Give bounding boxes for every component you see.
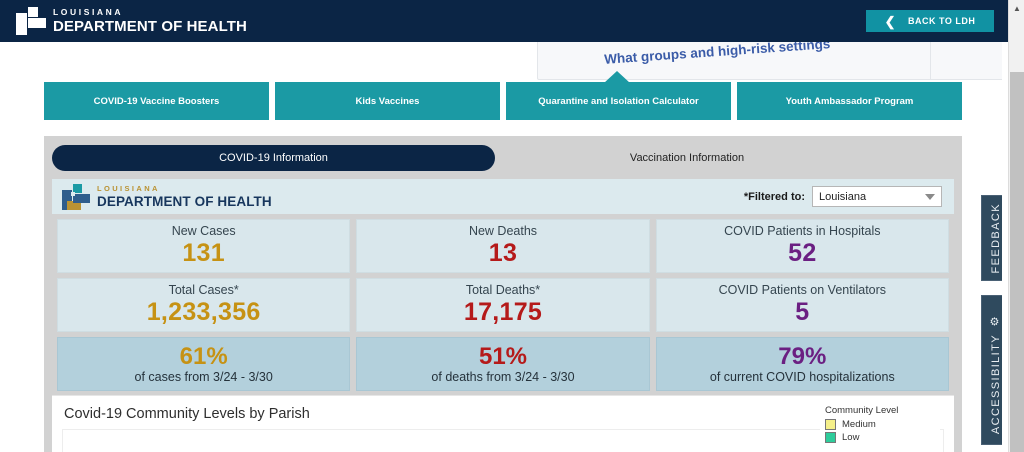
legend-label-low: Low [842,432,860,443]
map-canvas[interactable] [62,429,944,452]
ldh-cross-icon [16,7,46,35]
scroll-up-arrow-icon[interactable]: ▲ [1013,4,1021,13]
nav-button-quarantine-calculator[interactable]: Quarantine and Isolation Calculator [506,82,731,120]
site-header: LOUISIANA DEPARTMENT OF HEALTH ❮ BACK TO… [0,0,1008,42]
page-scrollbar[interactable]: ▲ [1008,0,1024,452]
section-nav: COVID-19 Vaccine Boosters Kids Vaccines … [44,82,962,120]
legend-swatch-low [825,432,836,443]
chevron-down-icon [925,193,935,200]
stat-card-new-deaths-value: 13 [488,238,518,267]
nav-button-youth-ambassador-label: Youth Ambassador Program [785,95,914,107]
map-title: Covid-19 Community Levels by Parish [64,406,310,422]
map-legend-item-medium[interactable]: Medium [825,419,935,430]
stat-card-percent-cases-sub: of cases from 3/24 - 3/30 [134,369,273,384]
filter-label: *Filtered to: [743,190,805,203]
stat-grid: New Cases 131 New Deaths 13 COVID Patien… [52,214,954,395]
stat-card-new-cases-value: 131 [182,238,225,267]
dashboard-tabs: COVID-19 Information Vaccination Informa… [52,144,954,172]
gear-icon: ⚙ [989,313,1001,328]
stat-card-new-deaths-label: New Deaths [468,223,538,238]
map-legend-item-low[interactable]: Low [825,432,935,443]
filter-control: *Filtered to: Louisiana [744,186,942,207]
site-logo: LOUISIANA DEPARTMENT OF HEALTH [16,7,247,35]
stat-card-percent-deaths-value: 51% [478,343,528,371]
dashboard-header-bar: LOUISIANA DEPARTMENT OF HEALTH *Filtered… [52,179,954,214]
community-levels-panel: Covid-19 Community Levels by Parish Comm… [52,395,954,452]
logo-line-1: LOUISIANA [53,7,124,18]
stat-card-total-cases-label: Total Cases* [168,282,239,297]
stat-card-percent-cases: 61% of cases from 3/24 - 3/30 [57,337,351,391]
stat-row-percent: 61% of cases from 3/24 - 3/30 51% of dea… [57,337,949,391]
tab-covid-19-information[interactable]: COVID-19 Information [52,145,495,171]
stat-card-patients-on-ventilators-value: 5 [795,297,810,326]
legend-label-medium: Medium [842,419,876,430]
promo-card-secondary [930,42,1008,80]
stat-card-total-deaths-label: Total Deaths* [465,282,541,297]
stat-card-new-cases-label: New Cases [171,223,236,238]
stat-card-total-cases: Total Cases* 1,233,356 [57,278,351,332]
stat-card-patients-on-ventilators-label: COVID Patients on Ventilators [718,282,887,297]
logo-line-2: DEPARTMENT OF HEALTH [53,17,247,35]
scrollbar-thumb[interactable] [1010,72,1024,452]
stat-card-percent-deaths-sub: of deaths from 3/24 - 3/30 [431,369,575,384]
dashboard-inner: LOUISIANA DEPARTMENT OF HEALTH *Filtered… [52,179,954,452]
stat-row-new: New Cases 131 New Deaths 13 COVID Patien… [57,219,949,273]
filter-select-value: Louisiana [819,190,867,203]
stat-card-percent-hospitalizations-value: 79% [778,343,827,371]
nav-button-kids-vaccines[interactable]: Kids Vaccines [275,82,500,120]
tab-vaccination-information[interactable]: Vaccination Information [537,145,837,171]
dashboard-logo-line-2: DEPARTMENT OF HEALTH [97,194,272,209]
ldh-cross-color-icon [62,183,90,210]
stat-card-total-deaths: Total Deaths* 17,175 [356,278,650,332]
tab-vaccination-information-label: Vaccination Information [629,152,745,164]
filter-select[interactable]: Louisiana [812,186,942,207]
stat-card-new-cases: New Cases 131 [57,219,351,273]
map-legend-title: Community Level [825,405,899,416]
nav-button-youth-ambassador[interactable]: Youth Ambassador Program [737,82,962,120]
stat-card-total-cases-value: 1,233,356 [146,297,261,326]
feedback-tab-label: FEEDBACK [989,202,1002,274]
stat-card-patients-on-ventilators: COVID Patients on Ventilators 5 [655,278,949,332]
map-legend: Community Level Medium Low [820,402,940,448]
stat-row-total: Total Cases* 1,233,356 Total Deaths* 17,… [57,278,949,332]
accessibility-tab-label: ACCESSIBILITY [989,333,1002,434]
legend-swatch-medium [825,419,836,430]
promo-banner-strip [0,42,1008,82]
stat-card-percent-hospitalizations: 79% of current COVID hospitalizations [655,337,949,391]
tab-covid-19-information-label: COVID-19 Information [219,152,328,164]
back-to-ldh-button[interactable]: ❮ BACK TO LDH [866,10,994,32]
page-right-edge [1002,0,1008,452]
chevron-left-icon: ❮ [884,13,897,29]
nav-button-boosters[interactable]: COVID-19 Vaccine Boosters [44,82,269,120]
back-to-ldh-label: BACK TO LDH [908,16,976,26]
stat-card-percent-deaths: 51% of deaths from 3/24 - 3/30 [356,337,650,391]
stat-card-patients-in-hospitals-label: COVID Patients in Hospitals [724,223,881,238]
stat-card-total-deaths-value: 17,175 [463,297,543,326]
stat-card-patients-in-hospitals-value: 52 [788,238,817,267]
stat-card-new-deaths: New Deaths 13 [356,219,650,273]
stat-card-percent-hospitalizations-sub: of current COVID hospitalizations [709,369,895,384]
dashboard-panel: COVID-19 Information Vaccination Informa… [44,136,962,452]
nav-button-quarantine-calculator-label: Quarantine and Isolation Calculator [538,95,699,107]
stat-card-percent-cases-value: 61% [179,343,228,371]
nav-button-boosters-label: COVID-19 Vaccine Boosters [93,95,220,107]
nav-active-pointer [604,71,630,83]
nav-button-kids-vaccines-label: Kids Vaccines [355,95,420,107]
stat-card-patients-in-hospitals: COVID Patients in Hospitals 52 [655,219,949,273]
dashboard-logo-line-1: LOUISIANA [97,184,160,193]
